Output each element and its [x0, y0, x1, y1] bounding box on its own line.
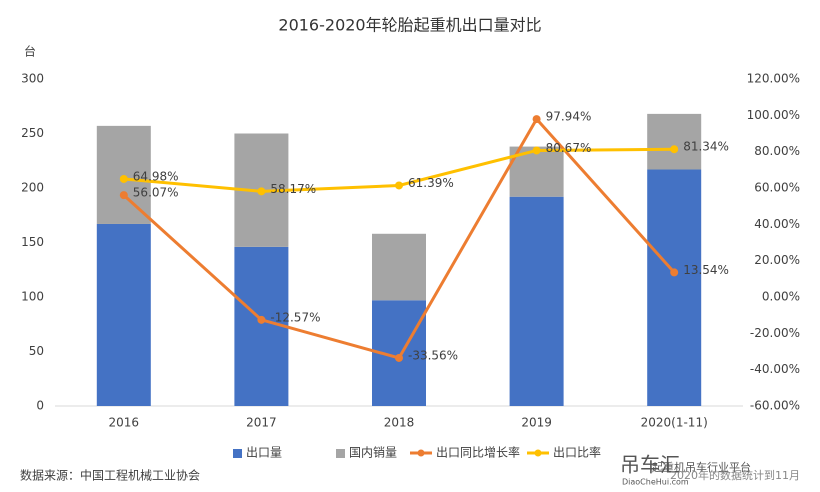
y2-tick-label: 100.00% — [747, 108, 800, 122]
bar — [509, 196, 564, 406]
x-tick-label: 2017 — [246, 416, 277, 430]
legend-swatch — [233, 449, 242, 458]
x-tick-label: 2016 — [109, 416, 140, 430]
slogan: 起重机吊车行业平台 — [652, 460, 751, 474]
y2-tick-label: -60.00% — [750, 399, 800, 413]
marker — [670, 145, 679, 154]
x-tick-label: 2019 — [521, 416, 552, 430]
y-unit: 台 — [24, 44, 36, 59]
source: 数据来源：中国工程机械工业协会 — [20, 468, 200, 483]
y2-tick-label: 80.00% — [754, 144, 800, 158]
y-tick-label: 0 — [36, 399, 44, 413]
marker — [257, 187, 266, 196]
y-tick-label: 50 — [29, 344, 44, 358]
bar — [372, 233, 426, 301]
y2-tick-label: 0.00% — [762, 290, 800, 304]
marker — [119, 191, 128, 200]
legend-swatch — [336, 449, 345, 458]
data-label: 61.39% — [408, 176, 454, 190]
legend-swatch — [417, 449, 425, 457]
legend-swatch — [534, 449, 542, 457]
y2-tick-label: 120.00% — [747, 72, 800, 86]
marker — [395, 353, 403, 362]
marker — [532, 115, 541, 124]
data-label: 81.34% — [683, 140, 729, 154]
bar — [647, 113, 702, 170]
x-tick-label: 2020(1-11) — [641, 416, 708, 430]
y2-tick-label: 40.00% — [754, 217, 800, 231]
y-tick-label: 100 — [21, 290, 44, 304]
y2-tick-label: 20.00% — [754, 253, 800, 267]
logo: 吊车汇 — [620, 453, 680, 477]
data-label: 13.54% — [683, 263, 729, 277]
y-tick-label: 300 — [21, 72, 44, 86]
legend-label: 国内销量 — [349, 446, 397, 460]
legend-label: 出口同比增长率 — [436, 445, 520, 460]
data-label: 97.94% — [546, 110, 592, 124]
data-label: -33.56% — [408, 348, 458, 362]
bar — [234, 246, 289, 406]
marker — [532, 146, 541, 155]
bar — [647, 169, 702, 406]
data-label: 80.67% — [546, 141, 592, 155]
data-label: 56.07% — [133, 186, 179, 200]
data-label: 64.98% — [133, 169, 179, 183]
bar — [96, 125, 151, 224]
legend-label: 出口比率 — [553, 445, 601, 460]
chart-title: 2016-2020年轮胎起重机出口量对比 — [278, 16, 541, 35]
y2-tick-label: 60.00% — [754, 181, 800, 195]
x-tick-label: 2018 — [384, 416, 415, 430]
data-label: 58.17% — [270, 182, 316, 196]
legend-label: 出口量 — [246, 446, 282, 460]
marker — [119, 174, 128, 183]
bar — [96, 223, 151, 406]
marker — [257, 315, 266, 324]
y-tick-label: 200 — [21, 181, 44, 195]
y2-tick-label: -40.00% — [750, 362, 800, 376]
y2-tick-label: -20.00% — [750, 326, 800, 340]
y-tick-label: 250 — [21, 126, 44, 140]
marker — [670, 268, 679, 277]
data-label: -12.57% — [270, 310, 320, 324]
logo-site: DiaoCheHui.com — [622, 478, 689, 487]
marker — [395, 181, 403, 190]
y-tick-label: 150 — [21, 235, 44, 249]
note: 2020年的数据统计到11月 — [670, 468, 800, 482]
